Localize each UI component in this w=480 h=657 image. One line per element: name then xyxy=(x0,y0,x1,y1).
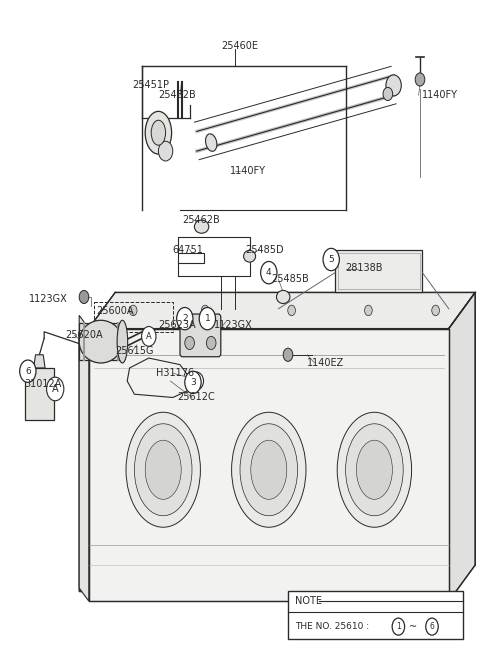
Text: 28138B: 28138B xyxy=(346,263,383,273)
Text: 25615G: 25615G xyxy=(115,346,154,357)
Ellipse shape xyxy=(232,413,306,527)
Ellipse shape xyxy=(244,250,256,262)
Circle shape xyxy=(158,141,173,161)
Circle shape xyxy=(130,306,137,316)
Ellipse shape xyxy=(117,320,128,363)
Circle shape xyxy=(392,618,405,635)
Text: 64751: 64751 xyxy=(173,244,204,255)
Ellipse shape xyxy=(276,290,290,304)
Text: 6: 6 xyxy=(430,622,434,631)
Text: THE NO. 25610 :: THE NO. 25610 : xyxy=(295,622,369,631)
Ellipse shape xyxy=(205,134,217,151)
Text: 31012A: 31012A xyxy=(24,379,61,390)
Circle shape xyxy=(323,248,339,271)
Ellipse shape xyxy=(134,424,192,516)
Circle shape xyxy=(426,618,438,635)
Ellipse shape xyxy=(346,424,403,516)
Text: 25485D: 25485D xyxy=(245,244,283,255)
Text: 25623A: 25623A xyxy=(158,320,196,330)
Text: 25485B: 25485B xyxy=(271,274,309,284)
Polygon shape xyxy=(79,309,475,335)
Text: 25462B: 25462B xyxy=(158,90,196,101)
Ellipse shape xyxy=(194,220,209,233)
Circle shape xyxy=(79,290,89,304)
FancyBboxPatch shape xyxy=(180,314,221,357)
Text: 25460E: 25460E xyxy=(221,41,259,51)
Text: 25451P: 25451P xyxy=(132,80,169,91)
Ellipse shape xyxy=(337,413,412,527)
Text: 1140EZ: 1140EZ xyxy=(307,357,345,368)
Text: 1123GX: 1123GX xyxy=(214,320,252,330)
FancyBboxPatch shape xyxy=(288,591,463,639)
Text: 25462B: 25462B xyxy=(182,215,220,225)
Circle shape xyxy=(47,377,64,401)
Text: 1123GX: 1123GX xyxy=(29,294,68,304)
Text: 1140FY: 1140FY xyxy=(230,166,266,176)
Polygon shape xyxy=(79,335,442,591)
Circle shape xyxy=(20,360,36,382)
Ellipse shape xyxy=(151,120,166,145)
Polygon shape xyxy=(79,323,122,360)
Polygon shape xyxy=(25,368,54,420)
Text: 2: 2 xyxy=(182,314,188,323)
Text: A: A xyxy=(146,332,152,341)
Circle shape xyxy=(432,306,439,316)
Ellipse shape xyxy=(126,413,201,527)
Circle shape xyxy=(199,307,216,330)
Ellipse shape xyxy=(251,440,287,499)
Circle shape xyxy=(202,306,209,316)
Text: ~: ~ xyxy=(409,622,417,631)
Circle shape xyxy=(288,306,295,316)
Text: 3: 3 xyxy=(190,378,196,387)
Text: 25620A: 25620A xyxy=(65,330,102,340)
Text: 5: 5 xyxy=(328,255,334,264)
Circle shape xyxy=(415,73,425,86)
Text: 25612C: 25612C xyxy=(178,392,216,403)
Polygon shape xyxy=(449,292,475,601)
Circle shape xyxy=(283,348,293,361)
Circle shape xyxy=(261,261,277,284)
Ellipse shape xyxy=(356,440,393,499)
Text: H31176: H31176 xyxy=(156,368,194,378)
Text: 1: 1 xyxy=(396,622,401,631)
Text: A: A xyxy=(52,384,59,394)
Polygon shape xyxy=(34,355,45,368)
Text: NOTE: NOTE xyxy=(295,596,322,606)
Text: 1: 1 xyxy=(204,314,210,323)
Polygon shape xyxy=(89,328,449,601)
Ellipse shape xyxy=(188,372,204,390)
Circle shape xyxy=(383,87,393,101)
Ellipse shape xyxy=(145,111,172,154)
Circle shape xyxy=(177,307,193,330)
Circle shape xyxy=(142,327,156,346)
Circle shape xyxy=(185,336,194,350)
Polygon shape xyxy=(79,309,115,591)
Ellipse shape xyxy=(240,424,298,516)
Text: 1140FY: 1140FY xyxy=(422,90,458,101)
Circle shape xyxy=(185,371,201,394)
Text: 6: 6 xyxy=(25,367,31,376)
Polygon shape xyxy=(335,250,422,292)
Polygon shape xyxy=(79,315,89,601)
Text: 4: 4 xyxy=(266,268,272,277)
Ellipse shape xyxy=(79,320,122,363)
Circle shape xyxy=(206,336,216,350)
Ellipse shape xyxy=(145,440,181,499)
Polygon shape xyxy=(89,292,475,328)
Circle shape xyxy=(386,75,401,96)
Text: 25600A: 25600A xyxy=(96,306,133,316)
Circle shape xyxy=(365,306,372,316)
